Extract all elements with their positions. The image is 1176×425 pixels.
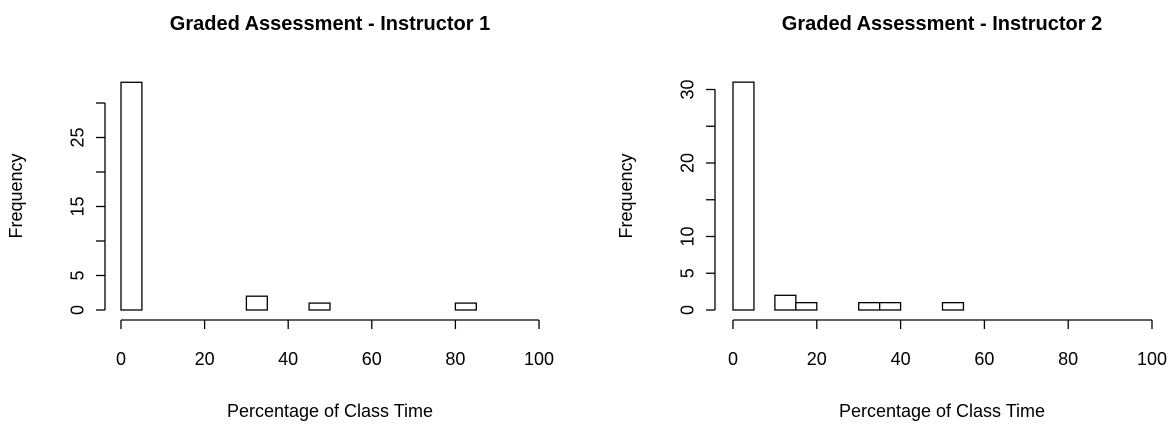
x-tick-label: 80 (1058, 349, 1078, 369)
y-tick-label: 5 (67, 270, 87, 280)
y-tick-label: 15 (67, 196, 87, 216)
histogram-bar (245, 295, 268, 311)
bar-group (732, 81, 965, 311)
y-tick-label: 20 (677, 153, 697, 173)
x-tick-label: 60 (974, 349, 994, 369)
histogram-bar (732, 81, 755, 311)
y-tick-label: 30 (677, 79, 697, 99)
histogram-bar (454, 302, 477, 311)
x-tick-label: 0 (728, 349, 738, 369)
x-tick-label: 100 (1137, 349, 1167, 369)
x-tick-label: 20 (807, 349, 827, 369)
chart-title: Graded Assessment - Instructor 1 (170, 13, 490, 35)
histogram-bar (858, 301, 881, 311)
y-axis-label: Frequency (6, 153, 26, 238)
y-tick-label: 10 (677, 226, 697, 246)
histogram-bar (774, 294, 797, 311)
x-axis: 0 20 40 60 80 100 (116, 319, 554, 369)
histogram-panel-instructor-2: Graded Assessment - Instructor 2 Percent… (616, 13, 1167, 421)
y-axis: 0 5 15 25 (67, 102, 106, 315)
x-axis-label: Percentage of Class Time (227, 401, 433, 421)
x-tick-label: 100 (524, 349, 554, 369)
histogram-panel-instructor-1: Graded Assessment - Instructor 1 Percent… (6, 13, 554, 421)
x-tick-label: 0 (116, 349, 126, 369)
x-axis: 0 20 40 60 80 100 (728, 319, 1167, 369)
x-tick-label: 20 (195, 349, 215, 369)
x-tick-label: 40 (891, 349, 911, 369)
x-tick-label: 80 (445, 349, 465, 369)
y-tick-label: 0 (677, 305, 697, 315)
x-tick-label: 40 (278, 349, 298, 369)
x-tick-label: 60 (362, 349, 382, 369)
y-tick-label: 5 (677, 268, 697, 278)
x-axis-label: Percentage of Class Time (839, 401, 1045, 421)
chart-title: Graded Assessment - Instructor 2 (782, 13, 1102, 35)
y-tick-label: 25 (67, 127, 87, 147)
y-axis: 0 5 10 20 30 (677, 79, 716, 315)
histogram-bar (941, 301, 965, 311)
y-tick-label: 0 (67, 305, 87, 315)
histogram-bar (308, 302, 331, 311)
histogram-bar (795, 301, 818, 311)
y-axis-label: Frequency (616, 153, 636, 238)
histogram-bar (879, 301, 902, 311)
bar-group (120, 81, 477, 311)
histogram-bar (120, 81, 143, 311)
